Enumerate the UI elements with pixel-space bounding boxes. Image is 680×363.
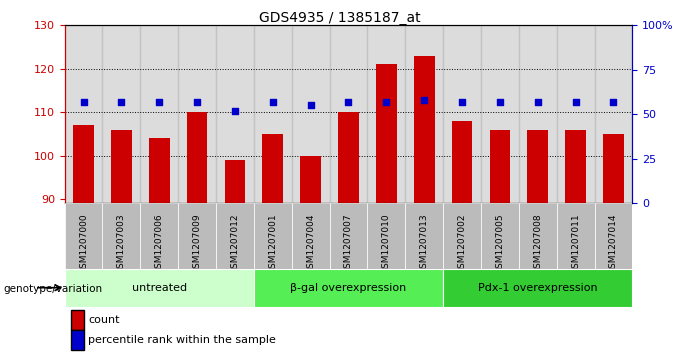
Bar xyxy=(216,203,254,269)
Text: GSM1207002: GSM1207002 xyxy=(458,213,466,274)
Bar xyxy=(73,125,94,203)
Bar xyxy=(187,112,207,203)
Bar xyxy=(367,25,405,203)
Bar xyxy=(216,25,254,203)
Bar xyxy=(452,121,473,203)
Bar xyxy=(65,269,254,307)
Bar xyxy=(557,203,594,269)
Bar xyxy=(481,203,519,269)
Bar xyxy=(405,25,443,203)
Bar xyxy=(367,203,405,269)
Bar xyxy=(603,134,624,203)
Point xyxy=(229,108,241,114)
Point xyxy=(343,99,354,105)
Bar xyxy=(254,25,292,203)
Bar xyxy=(140,203,178,269)
Bar xyxy=(330,203,367,269)
Text: GSM1207010: GSM1207010 xyxy=(382,213,391,274)
Bar xyxy=(65,203,103,269)
Bar xyxy=(565,130,586,203)
Bar xyxy=(65,25,103,203)
Bar xyxy=(443,25,481,203)
Bar xyxy=(330,25,367,203)
Bar xyxy=(594,25,632,203)
Bar xyxy=(103,25,140,203)
Bar xyxy=(414,56,435,203)
Point xyxy=(267,99,278,105)
Bar xyxy=(254,203,292,269)
Bar xyxy=(443,269,632,307)
Bar xyxy=(443,203,481,269)
Point xyxy=(456,99,467,105)
Bar xyxy=(519,203,557,269)
Text: GSM1207014: GSM1207014 xyxy=(609,213,618,274)
Bar xyxy=(149,138,169,203)
Text: GSM1207005: GSM1207005 xyxy=(496,213,505,274)
Point xyxy=(192,99,203,105)
Point xyxy=(494,99,505,105)
Point xyxy=(305,102,316,108)
Bar xyxy=(490,130,510,203)
Point xyxy=(570,99,581,105)
Text: GSM1207007: GSM1207007 xyxy=(344,213,353,274)
Point xyxy=(381,99,392,105)
Text: GSM1207011: GSM1207011 xyxy=(571,213,580,274)
Bar xyxy=(224,160,245,203)
Bar xyxy=(262,134,283,203)
Text: GDS4935 / 1385187_at: GDS4935 / 1385187_at xyxy=(259,11,421,25)
Text: GSM1207013: GSM1207013 xyxy=(420,213,428,274)
Text: count: count xyxy=(88,315,120,325)
Bar xyxy=(481,25,519,203)
Bar xyxy=(376,65,396,203)
Bar xyxy=(528,130,548,203)
Text: GSM1207001: GSM1207001 xyxy=(269,213,277,274)
Text: GSM1207003: GSM1207003 xyxy=(117,213,126,274)
Bar xyxy=(519,25,557,203)
Text: GSM1207006: GSM1207006 xyxy=(155,213,164,274)
Text: percentile rank within the sample: percentile rank within the sample xyxy=(88,335,276,346)
Text: GSM1207004: GSM1207004 xyxy=(306,213,315,274)
Bar xyxy=(301,156,321,203)
Bar xyxy=(594,203,632,269)
Bar xyxy=(140,25,178,203)
Bar xyxy=(292,203,330,269)
Text: β-gal overexpression: β-gal overexpression xyxy=(290,283,407,293)
Bar xyxy=(178,203,216,269)
Bar xyxy=(178,25,216,203)
Point xyxy=(419,97,430,103)
Text: Pdx-1 overexpression: Pdx-1 overexpression xyxy=(478,283,598,293)
Bar xyxy=(405,203,443,269)
Text: GSM1207008: GSM1207008 xyxy=(533,213,542,274)
Text: GSM1207009: GSM1207009 xyxy=(192,213,201,274)
Bar xyxy=(338,112,359,203)
Point xyxy=(532,99,543,105)
Bar xyxy=(557,25,594,203)
Point xyxy=(78,99,89,105)
Point xyxy=(154,99,165,105)
Point xyxy=(116,99,126,105)
Text: GSM1207012: GSM1207012 xyxy=(231,213,239,274)
Point xyxy=(608,99,619,105)
Bar xyxy=(254,269,443,307)
Text: untreated: untreated xyxy=(132,283,187,293)
Text: genotype/variation: genotype/variation xyxy=(3,284,103,294)
Bar xyxy=(111,130,132,203)
Bar xyxy=(292,25,330,203)
Text: GSM1207000: GSM1207000 xyxy=(79,213,88,274)
Bar xyxy=(103,203,140,269)
